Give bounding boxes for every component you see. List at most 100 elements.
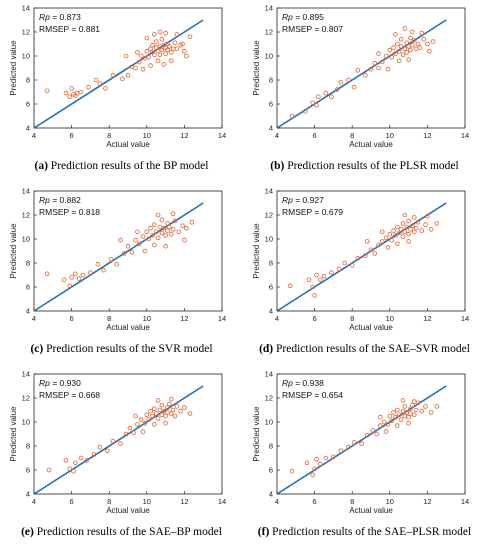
data-point: [170, 211, 176, 217]
data-point: [144, 412, 150, 418]
y-tick-label: 14: [265, 187, 273, 196]
data-point: [150, 42, 155, 48]
x-tick-label: 10: [386, 314, 394, 323]
data-point: [411, 229, 417, 235]
data-point: [304, 460, 310, 466]
y-tick-label: 4: [269, 307, 273, 316]
data-point: [148, 63, 153, 68]
panel-caption-text: Prediction results of the SAE–BP model: [33, 526, 222, 538]
data-point: [180, 41, 185, 47]
y-tick-label: 12: [265, 211, 273, 220]
data-point: [393, 414, 398, 420]
scatter-chart-2: 4 6 8 10 12 14 4 6 8 10 12 14 Actual value Predicted …: [252, 4, 469, 149]
data-point: [168, 231, 174, 237]
data-point: [376, 65, 381, 71]
rp-label: Rp: [39, 195, 50, 205]
data-point: [73, 460, 78, 466]
x-tick-label: 4: [32, 131, 36, 140]
x-tick-label: 12: [423, 497, 431, 506]
data-point: [110, 438, 116, 444]
data-point: [374, 431, 379, 437]
data-point: [385, 422, 391, 427]
data-point: [135, 229, 140, 235]
data-point: [61, 277, 67, 283]
data-point: [317, 277, 323, 283]
data-point: [376, 242, 381, 248]
fit-line: [276, 202, 447, 312]
x-axis-label: Actual value: [106, 323, 150, 332]
data-point: [153, 229, 159, 235]
data-point: [76, 276, 82, 281]
data-point: [395, 241, 400, 247]
data-point: [159, 47, 165, 53]
data-point: [400, 52, 406, 58]
data-point: [434, 404, 440, 409]
y-tick-label: 6: [269, 466, 273, 475]
data-point: [159, 36, 165, 42]
data-point: [406, 420, 411, 426]
data-point: [383, 429, 389, 434]
data-point: [321, 273, 327, 279]
y-axis-label: Predicted value: [252, 223, 261, 279]
rp-label: Rp: [39, 12, 50, 22]
data-point: [379, 229, 385, 235]
panel-caption-text: Prediction results of the SAE–SVR model: [273, 343, 470, 355]
x-tick-label: 8: [350, 314, 354, 323]
data-point: [182, 237, 187, 243]
x-tick-label: 4: [275, 131, 279, 140]
data-point: [408, 47, 413, 53]
y-tick-label: 8: [269, 442, 273, 451]
data-point: [93, 77, 99, 83]
data-point: [400, 234, 406, 239]
rmsep-stat: RMSEP = 0.818: [39, 207, 100, 217]
y-tick-label: 10: [265, 52, 273, 61]
data-point: [396, 48, 402, 54]
x-tick-label: 10: [143, 497, 151, 506]
data-point: [152, 32, 157, 37]
data-point: [413, 407, 419, 413]
x-tick-label: 6: [313, 314, 317, 323]
data-point: [389, 418, 394, 424]
scatter-chart-4: 4 6 8 10 12 14 4 6 8 10 12 14 Actual value Predicted …: [252, 187, 469, 332]
x-tick-label: 6: [70, 131, 74, 140]
data-point: [69, 275, 74, 280]
data-point: [129, 249, 135, 255]
x-tick-label: 14: [218, 497, 226, 506]
data-point: [155, 212, 161, 218]
rp-stat: Rp = 0.882: [39, 195, 81, 205]
data-point: [372, 251, 378, 256]
data-point: [398, 36, 404, 42]
data-point: [176, 229, 182, 235]
data-point: [168, 50, 174, 55]
data-point: [395, 407, 400, 413]
x-tick-label: 4: [32, 497, 36, 506]
x-tick-label: 14: [461, 497, 469, 506]
rmsep-stat: RMSEP = 0.679: [282, 207, 343, 217]
data-point: [302, 108, 308, 114]
data-point: [395, 423, 400, 428]
data-point: [376, 51, 381, 56]
data-point: [187, 411, 193, 416]
y-tick-label: 4: [269, 124, 273, 133]
data-point: [133, 237, 138, 243]
data-point: [415, 219, 421, 225]
data-point: [423, 222, 428, 227]
data-point: [144, 35, 150, 41]
scatter-chart-1: 4 6 8 10 12 14 4 6 8 10 12 14 Actual value Predicted …: [9, 4, 226, 149]
data-point: [46, 467, 52, 473]
data-point: [413, 225, 419, 231]
fit-line: [276, 385, 447, 495]
data-point: [385, 66, 391, 72]
data-point: [167, 224, 172, 230]
rmsep-stat: RMSEP = 0.668: [39, 390, 100, 400]
data-point: [355, 255, 361, 261]
y-tick-label: 8: [269, 76, 273, 85]
data-point: [148, 408, 153, 414]
data-point: [287, 283, 293, 289]
data-point: [395, 224, 400, 230]
data-point: [331, 454, 336, 460]
rp-value: = 0.927: [293, 195, 324, 205]
data-point: [423, 404, 428, 409]
data-point: [84, 458, 89, 463]
